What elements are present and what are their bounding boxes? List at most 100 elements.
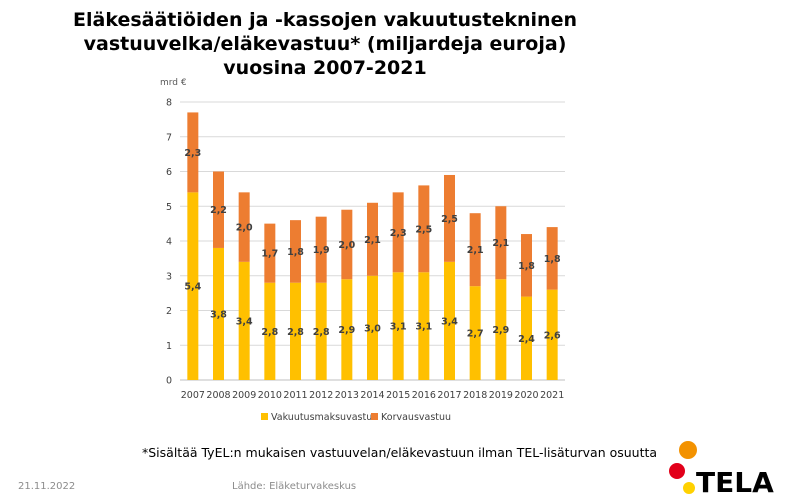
legend-label: Korvausvastuu [381, 412, 451, 423]
y-tick-label: 7 [166, 132, 172, 143]
bars [187, 112, 558, 380]
bar-segment [187, 192, 199, 380]
bar-segment [238, 192, 250, 262]
data-label: 2,8 [313, 327, 330, 338]
data-label: 3,4 [441, 316, 458, 327]
bar-segment [418, 272, 430, 380]
y-tick-label: 5 [166, 202, 172, 213]
bar-segment [418, 185, 430, 273]
bar-segment [367, 275, 378, 380]
data-label: 2,1 [467, 245, 484, 256]
bar-segment [290, 282, 301, 380]
bar-segment [315, 282, 327, 380]
source: Lähde: Eläketurvakeskus [232, 481, 357, 492]
data-label: 2,1 [492, 238, 509, 249]
data-label: 2,3 [390, 228, 407, 239]
data-label: 3,4 [236, 316, 253, 327]
bar-segment [187, 112, 199, 193]
stacked-bar-chart: mrd € 0 1 2 3 4 5 6 7 8 5,4 2,3 3,8 2,2 3,4 2,0 2,8 1,7… [160, 78, 565, 423]
bar-segment [213, 171, 224, 248]
bar-segment [213, 247, 224, 380]
data-label: 1,8 [287, 247, 304, 258]
data-label: 2,5 [415, 224, 432, 235]
data-label: 3,0 [364, 323, 381, 334]
data-label: 1,7 [261, 249, 278, 260]
data-label: 3,1 [390, 322, 407, 333]
data-label: 2,9 [492, 325, 509, 336]
legend-swatch [371, 413, 378, 420]
logo-red-circle-icon [669, 463, 685, 479]
legend-label: Vakuutusmaksuvastuu [271, 412, 378, 423]
logo-text: TELA [696, 466, 774, 498]
data-label: 3,1 [415, 322, 432, 333]
x-tick-label: 2007 [181, 390, 205, 401]
tela-logo: TELA [669, 441, 774, 498]
logo-yellow-circle-icon [683, 482, 695, 494]
x-tick-label: 2014 [360, 390, 384, 401]
bar-segment [392, 272, 404, 380]
x-tick-label: 2011 [283, 390, 307, 401]
bar-segment [315, 216, 327, 283]
x-tick-label: 2015 [386, 390, 410, 401]
date: 21.11.2022 [18, 481, 76, 492]
data-label: 2,4 [518, 334, 535, 345]
bar-segment [341, 209, 353, 280]
bar-segment [469, 286, 481, 380]
data-label: 2,5 [441, 214, 458, 225]
data-label: 2,7 [467, 329, 484, 340]
legend: Vakuutusmaksuvastuu Korvausvastuu [261, 412, 451, 423]
data-label: 2,2 [210, 205, 227, 216]
x-tick-label: 2016 [412, 390, 436, 401]
logo-orange-circle-icon [679, 441, 697, 459]
y-tick-label: 3 [166, 271, 172, 282]
data-labels: 5,4 2,3 3,8 2,2 3,4 2,0 2,8 1,7 2,8 1,8 2,8 1,9 2,9 2… [184, 148, 561, 345]
data-label: 2,6 [544, 330, 561, 341]
y-axis-ticks: 0 1 2 3 4 5 6 7 8 [166, 98, 172, 387]
x-tick-label: 2012 [309, 390, 333, 401]
bar-segment [546, 289, 558, 380]
bar-segment [521, 296, 532, 380]
bar-segment [367, 202, 378, 276]
x-axis-ticks: 2007 2008 2009 2010 2011 2012 2013 2014 2015 2016… [181, 390, 565, 401]
data-label: 1,8 [544, 254, 561, 265]
x-tick-label: 2013 [335, 390, 359, 401]
bar-segment [264, 282, 276, 380]
data-label: 1,9 [313, 245, 330, 256]
data-label: 2,1 [364, 235, 381, 246]
data-label: 2,9 [338, 325, 355, 336]
x-tick-label: 2020 [514, 390, 538, 401]
data-label: 2,8 [287, 327, 304, 338]
x-tick-label: 2009 [232, 390, 256, 401]
data-label: 2,8 [261, 327, 278, 338]
bar-segment [495, 206, 507, 280]
y-tick-label: 4 [166, 237, 172, 248]
y-tick-label: 6 [166, 167, 172, 178]
y-tick-label: 1 [166, 341, 172, 352]
x-tick-label: 2019 [489, 390, 513, 401]
y-tick-label: 8 [166, 98, 172, 109]
bar-segment [521, 234, 532, 297]
footnote: *Sisältää TyEL:n mukaisen vastuuvelan/el… [142, 445, 658, 460]
data-label: 3,8 [210, 309, 227, 320]
bar-segment [444, 174, 455, 262]
legend-swatch [261, 413, 268, 420]
bar-segment [546, 227, 558, 290]
bar-segment [392, 192, 404, 273]
y-tick-label: 0 [166, 376, 172, 387]
chart-title: Eläkesäätiöiden ja -kassojen vakuutustek… [60, 8, 590, 80]
title-line-1: Eläkesäätiöiden ja -kassojen vakuutustek… [73, 9, 577, 31]
data-label: 2,0 [236, 223, 253, 234]
bar-segment [495, 279, 507, 380]
x-tick-label: 2008 [206, 390, 230, 401]
y-tick-label: 2 [166, 306, 172, 317]
data-label: 2,0 [338, 240, 355, 251]
y-axis-unit-label: mrd € [160, 78, 187, 88]
x-tick-label: 2010 [258, 390, 282, 401]
bar-segment [264, 223, 276, 283]
x-tick-label: 2017 [437, 390, 461, 401]
data-label: 1,8 [518, 261, 535, 272]
bar-segment [341, 279, 353, 380]
bar-segment [444, 261, 455, 380]
data-label: 5,4 [184, 282, 201, 293]
bar-segment [469, 213, 481, 287]
